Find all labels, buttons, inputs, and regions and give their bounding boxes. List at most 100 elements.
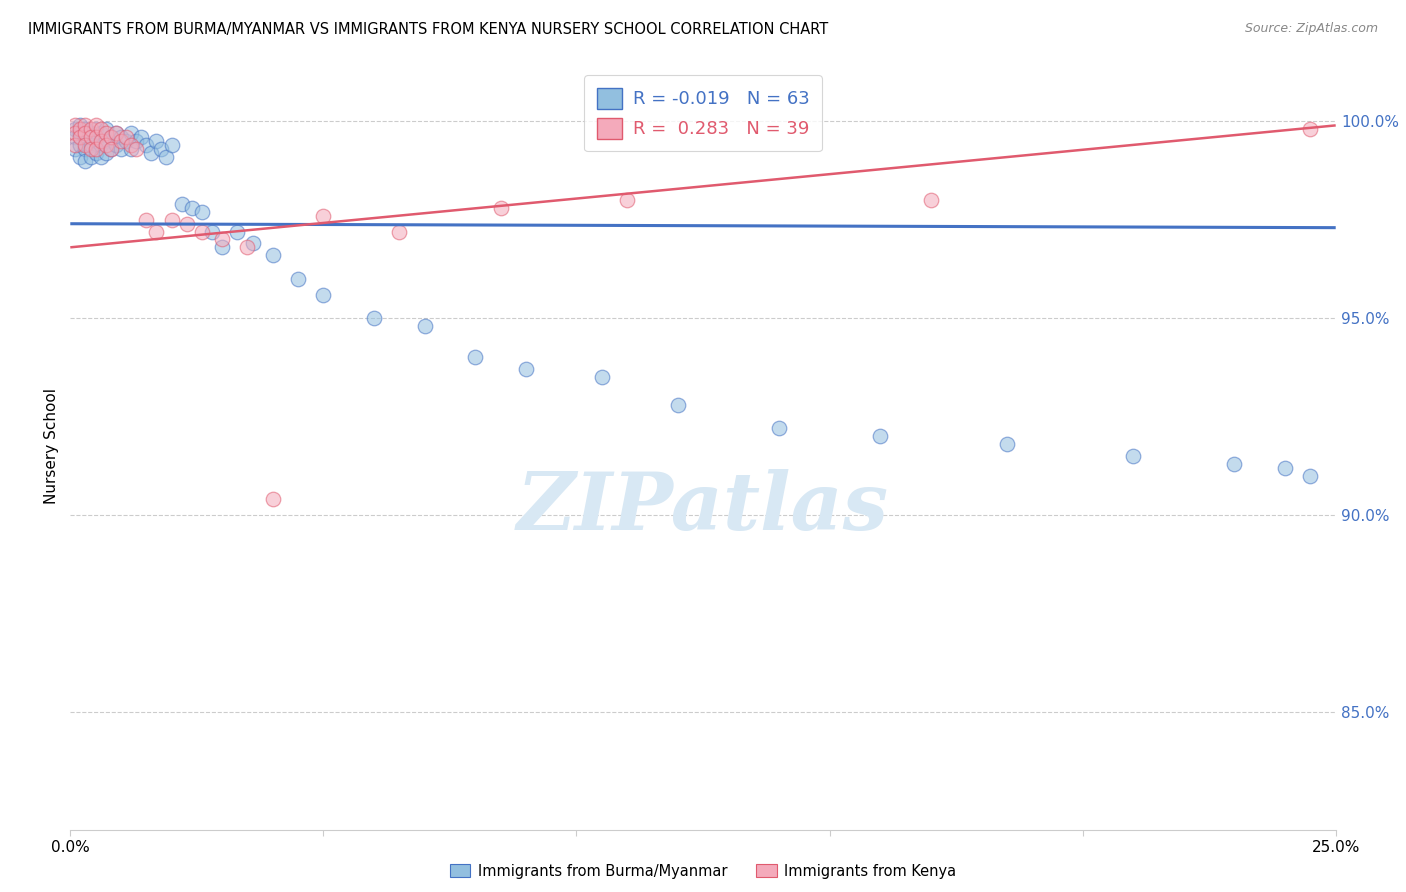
Point xyxy=(79,130,101,145)
Point xyxy=(104,126,127,140)
Point xyxy=(110,130,132,145)
Point xyxy=(129,130,152,145)
Point xyxy=(125,142,148,156)
Point xyxy=(100,142,122,156)
Point xyxy=(69,126,91,140)
Point xyxy=(84,119,107,133)
Text: ZIPatlas: ZIPatlas xyxy=(517,468,889,546)
Point xyxy=(242,236,264,251)
Point xyxy=(155,150,177,164)
Point xyxy=(90,134,112,148)
Point xyxy=(150,142,173,156)
Point xyxy=(120,142,142,156)
Point xyxy=(90,138,112,153)
Point xyxy=(464,351,486,365)
Point xyxy=(145,134,167,148)
Point xyxy=(100,130,122,145)
Point xyxy=(69,150,91,164)
Point xyxy=(176,217,198,231)
Point xyxy=(1299,122,1322,136)
Point xyxy=(75,130,97,145)
Point xyxy=(65,142,87,156)
Point xyxy=(262,492,284,507)
Point xyxy=(591,370,613,384)
Point xyxy=(135,212,157,227)
Text: IMMIGRANTS FROM BURMA/MYANMAR VS IMMIGRANTS FROM KENYA NURSERY SCHOOL CORRELATIO: IMMIGRANTS FROM BURMA/MYANMAR VS IMMIGRA… xyxy=(28,22,828,37)
Point xyxy=(160,212,183,227)
Point xyxy=(287,272,309,286)
Point xyxy=(995,437,1018,451)
Point xyxy=(69,122,91,136)
Point xyxy=(100,142,122,156)
Point xyxy=(65,122,87,136)
Point xyxy=(84,145,107,160)
Point xyxy=(94,134,117,148)
Point xyxy=(170,197,193,211)
Point xyxy=(94,122,117,136)
Point xyxy=(69,138,91,153)
Point xyxy=(69,119,91,133)
Point xyxy=(94,138,117,153)
Point xyxy=(90,150,112,164)
Point xyxy=(90,122,112,136)
Point xyxy=(75,122,97,136)
Point xyxy=(75,153,97,168)
Point xyxy=(312,287,335,301)
Text: Source: ZipAtlas.com: Source: ZipAtlas.com xyxy=(1244,22,1378,36)
Point xyxy=(211,232,233,246)
Point xyxy=(104,126,127,140)
Legend: Immigrants from Burma/Myanmar, Immigrants from Kenya: Immigrants from Burma/Myanmar, Immigrant… xyxy=(444,858,962,885)
Point xyxy=(120,126,142,140)
Point xyxy=(69,130,91,145)
Point xyxy=(226,225,249,239)
Point xyxy=(145,225,167,239)
Point xyxy=(79,126,101,140)
Point xyxy=(1122,449,1144,463)
Y-axis label: Nursery School: Nursery School xyxy=(44,388,59,504)
Point xyxy=(79,122,101,136)
Point xyxy=(100,130,122,145)
Point xyxy=(180,201,202,215)
Point xyxy=(110,142,132,156)
Point xyxy=(75,138,97,153)
Point xyxy=(90,126,112,140)
Point xyxy=(84,134,107,148)
Point xyxy=(84,122,107,136)
Point xyxy=(79,142,101,156)
Point xyxy=(191,205,214,219)
Point xyxy=(1223,457,1246,471)
Point xyxy=(75,119,97,133)
Point xyxy=(312,209,335,223)
Point xyxy=(110,134,132,148)
Point xyxy=(211,240,233,254)
Point xyxy=(65,126,87,140)
Point xyxy=(160,138,183,153)
Point xyxy=(115,134,138,148)
Point xyxy=(125,134,148,148)
Point xyxy=(616,193,638,207)
Point xyxy=(363,311,385,326)
Point xyxy=(115,130,138,145)
Point xyxy=(489,201,512,215)
Point xyxy=(120,138,142,153)
Point xyxy=(262,248,284,262)
Point xyxy=(84,142,107,156)
Point xyxy=(79,138,101,153)
Point xyxy=(768,421,790,435)
Point xyxy=(84,130,107,145)
Legend: R = -0.019   N = 63, R =  0.283   N = 39: R = -0.019 N = 63, R = 0.283 N = 39 xyxy=(583,75,823,152)
Point xyxy=(191,225,214,239)
Point xyxy=(236,240,259,254)
Point xyxy=(75,142,97,156)
Point xyxy=(135,138,157,153)
Point xyxy=(104,138,127,153)
Point xyxy=(869,429,891,443)
Point xyxy=(79,150,101,164)
Point xyxy=(65,119,87,133)
Point xyxy=(388,225,411,239)
Point xyxy=(1299,468,1322,483)
Point xyxy=(94,126,117,140)
Point xyxy=(201,225,224,239)
Point xyxy=(515,362,537,376)
Point xyxy=(413,318,436,333)
